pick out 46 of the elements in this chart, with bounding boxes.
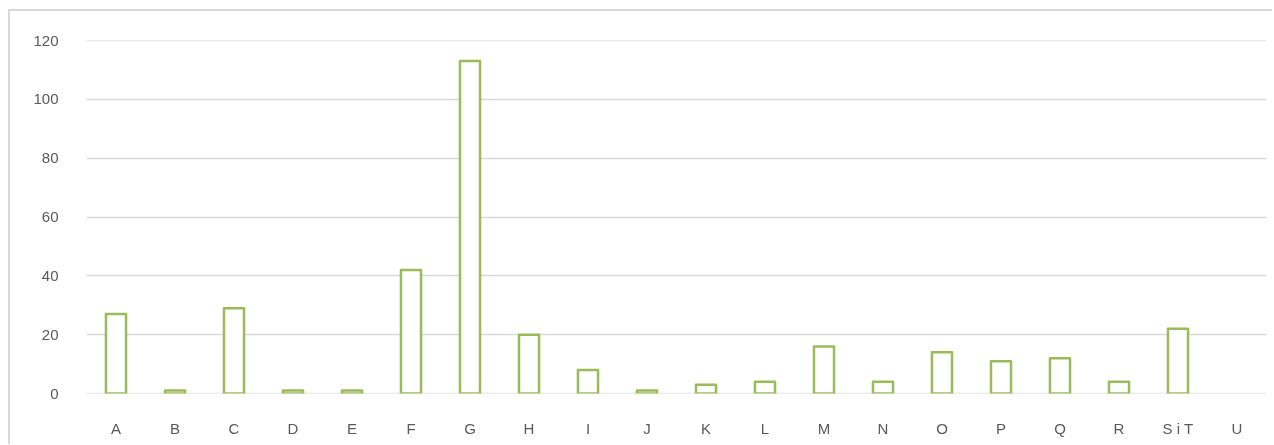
bar — [458, 59, 482, 394]
bar — [1166, 327, 1190, 394]
x-tick-label: G — [464, 419, 476, 437]
bar — [812, 345, 836, 394]
y-tick-label: 40 — [41, 266, 59, 284]
bar — [871, 380, 895, 394]
x-tick-label: L — [760, 419, 770, 437]
x-tick-label: I — [585, 419, 591, 437]
x-tick-label: S i T — [1162, 419, 1194, 437]
bar — [399, 268, 423, 394]
y-tick-label: 120 — [33, 31, 59, 49]
bar — [517, 333, 541, 394]
x-tick-label: C — [228, 419, 240, 437]
y-tick-label: 20 — [41, 325, 59, 343]
bar — [222, 306, 246, 394]
y-tick-label: 80 — [41, 149, 59, 167]
x-tick-label: U — [1231, 419, 1243, 437]
bar — [1048, 356, 1072, 394]
bar — [989, 359, 1013, 394]
bar — [635, 389, 659, 394]
x-tick-label: H — [523, 419, 535, 437]
y-tick-label: 60 — [41, 208, 59, 225]
x-tick-label: K — [701, 419, 712, 437]
x-tick-label: B — [170, 419, 181, 437]
bar — [104, 312, 128, 394]
y-tick-label: 100 — [33, 90, 59, 108]
bar — [340, 389, 364, 394]
x-tick-label: F — [406, 419, 416, 437]
bar — [163, 389, 187, 394]
x-tick-label: M — [817, 419, 831, 437]
x-tick-label: Q — [1054, 419, 1066, 437]
x-tick-label: P — [996, 419, 1007, 437]
x-tick-label: J — [643, 419, 651, 437]
bar — [930, 351, 954, 394]
x-tick-label: O — [936, 419, 948, 437]
x-tick-label: N — [877, 419, 889, 437]
x-tick-label: A — [111, 419, 122, 437]
bar — [576, 368, 600, 394]
x-tick-label: E — [347, 419, 358, 437]
x-tick-label: R — [1113, 419, 1125, 437]
y-tick-label: 0 — [50, 384, 59, 402]
bar — [281, 389, 305, 394]
bar — [694, 383, 718, 394]
bar — [753, 380, 777, 394]
bar — [1107, 380, 1131, 394]
x-tick-label: D — [287, 419, 299, 437]
